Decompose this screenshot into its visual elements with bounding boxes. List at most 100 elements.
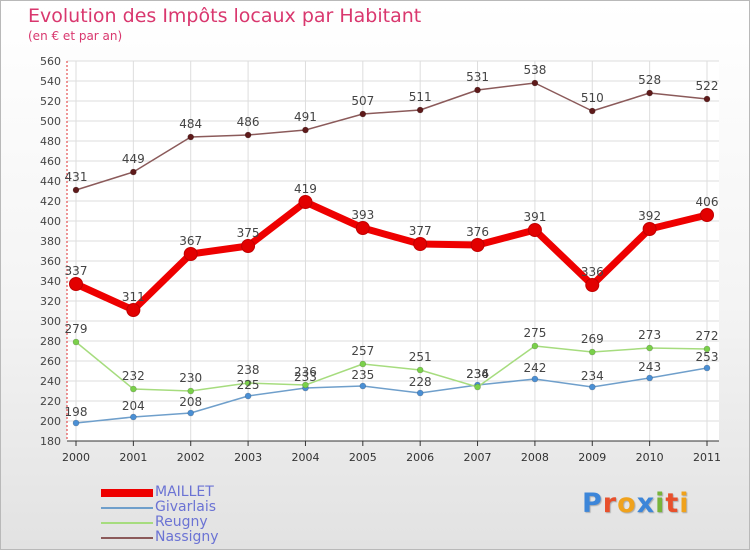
data-point-maillet xyxy=(413,237,428,251)
data-point-nassigny xyxy=(588,107,596,115)
y-tick-label: 400 xyxy=(40,215,61,228)
logo-letter: i xyxy=(679,488,690,519)
data-label-givarlais: 228 xyxy=(409,375,432,389)
legend-label: MAILLET xyxy=(155,484,214,500)
logo-letter: o xyxy=(617,488,637,519)
legend-item-maillet: MAILLET xyxy=(101,485,301,500)
proxiti-logo: Proxiti xyxy=(582,488,690,519)
logo-letter: x xyxy=(636,488,656,519)
x-tick-label: 2007 xyxy=(464,451,492,464)
data-point-nassigny xyxy=(302,126,309,134)
data-point-reugny xyxy=(72,338,80,346)
data-point-nassigny xyxy=(703,95,711,103)
y-tick-label: 480 xyxy=(40,135,61,148)
data-point-givarlais xyxy=(187,409,195,417)
data-point-givarlais xyxy=(703,364,711,372)
x-tick-label: 2008 xyxy=(521,451,549,464)
data-point-maillet xyxy=(126,303,141,317)
data-label-reugny: 232 xyxy=(122,369,145,383)
data-label-givarlais: 198 xyxy=(65,405,88,419)
legend-label: Reugny xyxy=(155,514,208,530)
y-tick-label: 300 xyxy=(40,315,61,328)
data-point-reugny xyxy=(416,366,424,374)
data-label-givarlais: 253 xyxy=(696,350,719,364)
data-point-reugny xyxy=(359,360,367,368)
data-point-givarlais xyxy=(646,374,653,382)
legend-label: Nassigny xyxy=(155,529,219,545)
y-tick-label: 500 xyxy=(40,115,61,128)
data-label-nassigny: 484 xyxy=(179,117,202,131)
plot-area xyxy=(67,61,719,441)
series-line-nassigny xyxy=(75,82,708,191)
data-label-nassigny: 507 xyxy=(351,94,374,108)
data-point-nassigny xyxy=(359,110,367,118)
data-point-maillet xyxy=(585,278,600,292)
data-point-reugny xyxy=(244,379,252,387)
data-label-givarlais: 243 xyxy=(638,360,661,374)
y-tick-label: 260 xyxy=(40,355,61,368)
y-tick-label: 440 xyxy=(40,175,61,188)
legend-swatch xyxy=(101,489,153,497)
data-label-reugny: 236 xyxy=(294,365,317,379)
data-point-maillet xyxy=(527,223,542,237)
x-tick-label: 2005 xyxy=(349,451,377,464)
data-point-nassigny xyxy=(187,133,195,141)
data-label-maillet: 311 xyxy=(122,290,145,304)
series-line-givarlais xyxy=(75,367,708,424)
data-label-maillet: 337 xyxy=(65,264,88,278)
y-tick-label: 380 xyxy=(40,235,61,248)
y-tick-label: 360 xyxy=(40,255,61,268)
data-label-maillet: 391 xyxy=(523,210,546,224)
x-tick-label: 2000 xyxy=(62,451,90,464)
data-label-maillet: 336 xyxy=(581,265,604,279)
data-label-nassigny: 531 xyxy=(466,70,489,84)
y-tick-label: 200 xyxy=(40,415,61,428)
y-tick-label: 560 xyxy=(40,55,61,68)
data-label-nassigny: 522 xyxy=(696,79,719,93)
data-label-nassigny: 449 xyxy=(122,152,145,166)
x-tick-label: 2010 xyxy=(636,451,664,464)
legend-swatch xyxy=(101,507,153,509)
data-label-reugny: 238 xyxy=(237,363,260,377)
y-tick-label: 180 xyxy=(40,435,61,448)
data-point-nassigny xyxy=(416,106,424,114)
data-point-reugny xyxy=(703,345,711,353)
logo-letter: i xyxy=(655,488,666,519)
data-point-reugny xyxy=(474,383,481,391)
y-tick-label: 220 xyxy=(40,395,61,408)
legend-label: Givarlais xyxy=(155,499,217,515)
data-point-nassigny xyxy=(130,168,137,176)
data-point-givarlais xyxy=(130,413,137,421)
y-tick-label: 420 xyxy=(40,195,61,208)
data-point-nassigny xyxy=(72,186,80,194)
x-tick-label: 2001 xyxy=(119,451,147,464)
chart-subtitle: (en € et par an) xyxy=(28,29,123,43)
data-point-maillet xyxy=(241,239,256,253)
legend-item-nassigny: Nassigny xyxy=(101,530,301,545)
data-label-maillet: 367 xyxy=(179,234,202,248)
data-label-maillet: 419 xyxy=(294,182,317,196)
legend-item-reugny: Reugny xyxy=(101,515,301,530)
data-label-givarlais: 235 xyxy=(351,368,374,382)
logo-letter: P xyxy=(582,488,603,519)
data-label-nassigny: 511 xyxy=(409,90,432,104)
data-label-nassigny: 486 xyxy=(237,115,260,129)
x-tick-label: 2009 xyxy=(578,451,606,464)
data-label-givarlais: 236 xyxy=(466,367,489,381)
y-tick-label: 340 xyxy=(40,275,61,288)
data-point-maillet xyxy=(470,238,485,252)
data-point-nassigny xyxy=(531,79,539,87)
data-label-maillet: 377 xyxy=(409,224,432,238)
y-tick-label: 520 xyxy=(40,95,61,108)
y-tick-label: 320 xyxy=(40,295,61,308)
data-point-reugny xyxy=(646,344,653,352)
data-label-nassigny: 528 xyxy=(638,73,661,87)
x-tick-label: 2006 xyxy=(406,451,434,464)
x-tick-label: 2002 xyxy=(177,451,205,464)
data-label-reugny: 230 xyxy=(179,371,202,385)
data-label-givarlais: 208 xyxy=(179,395,202,409)
data-label-reugny: 275 xyxy=(523,326,546,340)
y-tick-label: 240 xyxy=(40,375,61,388)
data-point-nassigny xyxy=(244,131,252,139)
